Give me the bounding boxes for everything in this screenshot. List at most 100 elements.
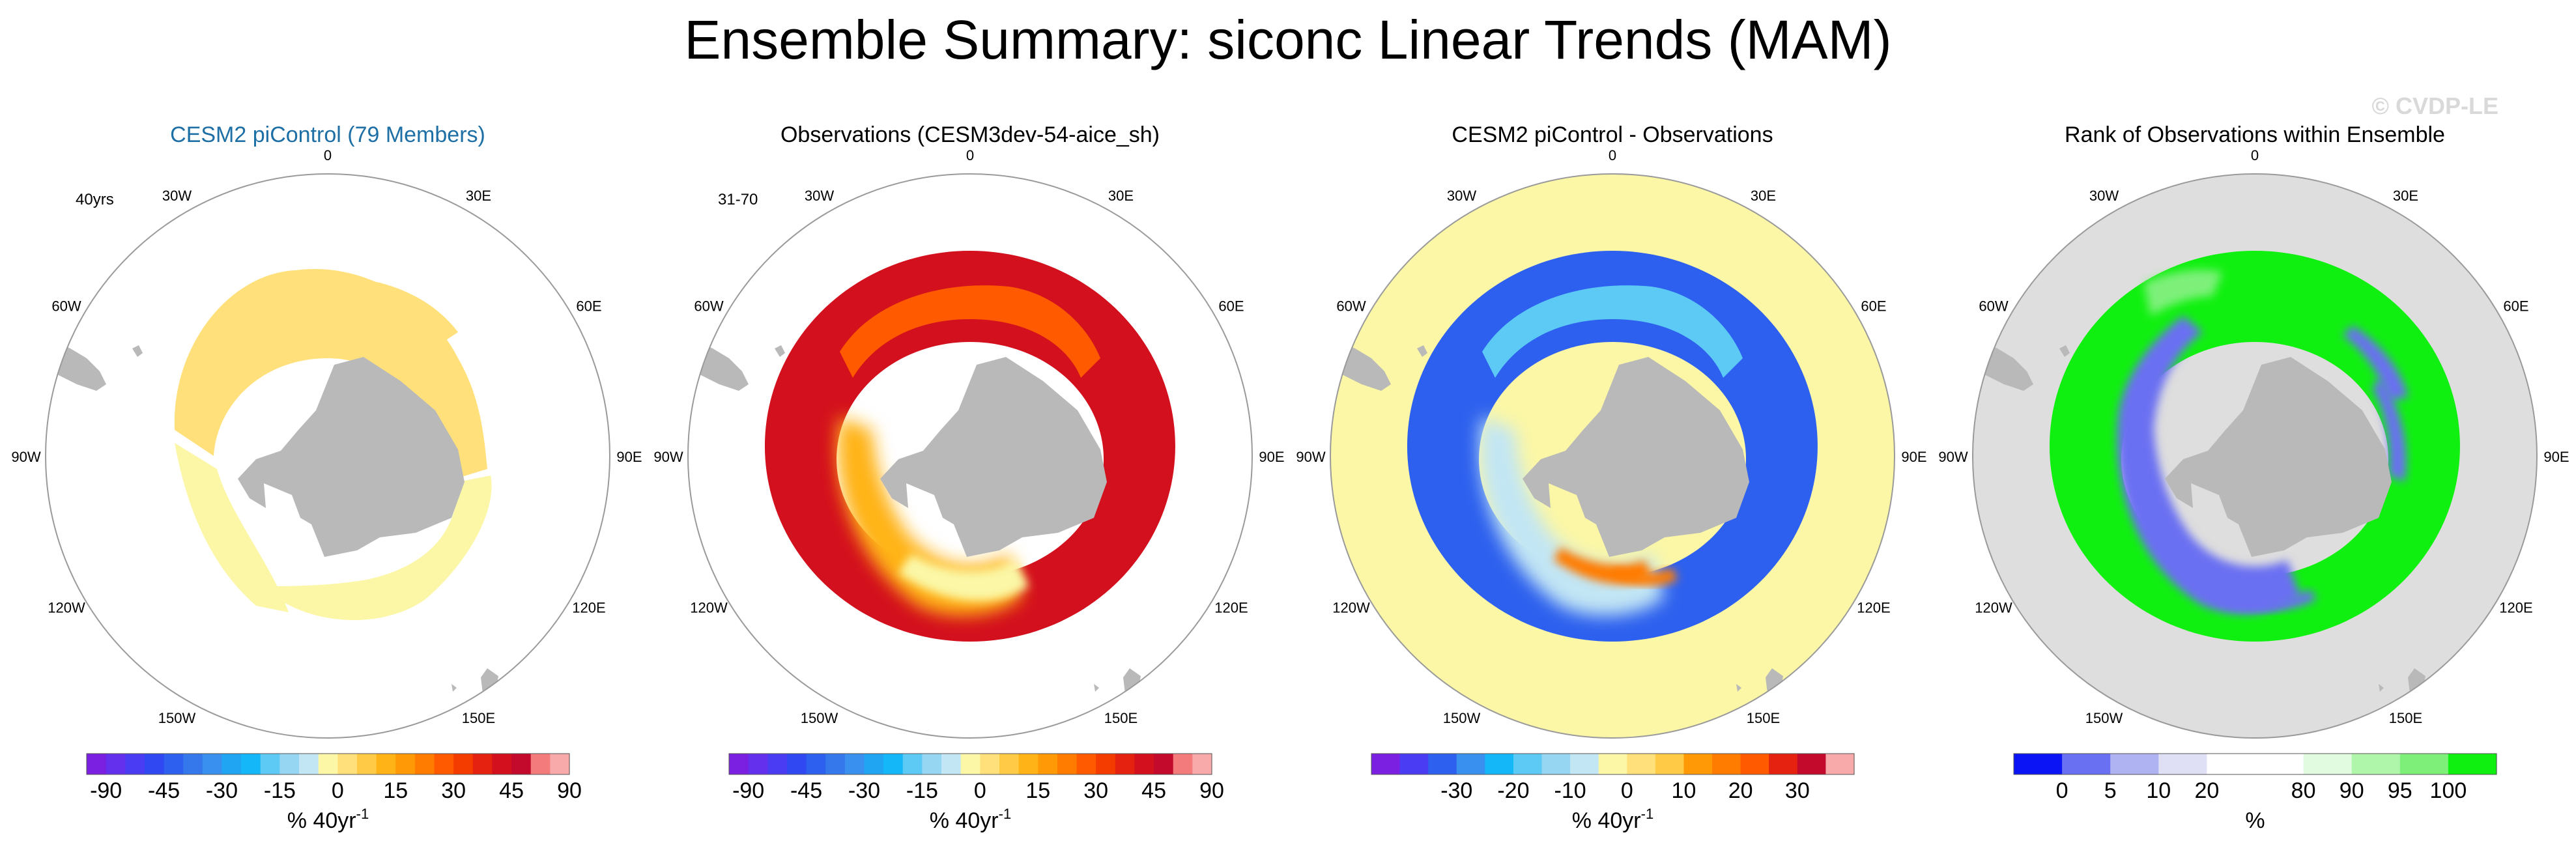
colorbar-swatch — [1018, 754, 1038, 774]
colorbar-swatch — [414, 754, 435, 774]
colorbar-swatch — [2255, 754, 2304, 774]
meridian-label: 90W — [11, 449, 40, 465]
colorbar-tick-label: 90 — [2340, 778, 2364, 803]
figure-title: Ensemble Summary: siconc Linear Trends (… — [684, 9, 1891, 70]
colorbar-swatch — [241, 754, 261, 774]
meridian-label: 30W — [805, 188, 834, 204]
meridian-label: 60W — [1979, 298, 2008, 315]
meridian-label: 90W — [653, 449, 683, 465]
panel-title: CESM2 piControl (79 Members) — [170, 122, 485, 147]
map-boundary — [1972, 173, 2538, 739]
map-panel-2: Observations (CESM3dev-54-aice_sh) 31-70 0… — [653, 122, 1284, 833]
meridian-label: 0 — [324, 147, 332, 163]
colorbar-frame — [728, 753, 1212, 775]
colorbar-swatch — [999, 754, 1020, 774]
colorbar-swatch — [279, 754, 300, 774]
sea-ice-zone — [263, 475, 492, 621]
colorbar-tick-label: 90 — [1199, 778, 1224, 803]
colorbar: -90 -45 -30 -15 0 15 30 45 90 % 40yr-1 — [86, 753, 582, 833]
colorbar-swatch — [941, 754, 962, 774]
colorbar-swatch — [1134, 754, 1154, 774]
meridian-label: 150E — [1747, 710, 1780, 726]
colorbar-tick-label: 15 — [1025, 778, 1050, 803]
meridian-label: 120W — [1975, 600, 2012, 616]
meridian-label: 30W — [2089, 188, 2119, 204]
meridian-label: 60W — [51, 298, 81, 315]
colorbar-tick-label: -30 — [1440, 778, 1472, 803]
meridian-label: 90E — [616, 449, 642, 465]
colorbar-swatch — [472, 754, 493, 774]
colorbar-swatch — [1712, 754, 1741, 774]
colorbar-swatch — [1115, 754, 1136, 774]
colorbar-tick-label: 0 — [974, 778, 986, 803]
meridian-label: 150W — [158, 710, 196, 726]
colorbar: 0 5 10 20 80 90 95 100% — [2013, 753, 2497, 833]
sea-ice-zone — [2117, 316, 2300, 614]
colorbar-tick-label: 45 — [499, 778, 524, 803]
island-landmass — [2059, 345, 2070, 357]
colorbar-swatch — [183, 754, 203, 774]
colorbar-units-exponent: -1 — [356, 806, 369, 822]
meridian-label: 150E — [2389, 710, 2422, 726]
colorbar-units: % 40yr-1 — [1572, 806, 1653, 833]
colorbar-tick-label: 80 — [2291, 778, 2316, 803]
colorbar-swatch — [2207, 754, 2256, 774]
panel-title: Observations (CESM3dev-54-aice_sh) — [780, 122, 1160, 147]
colorbar-swatch — [434, 754, 454, 774]
colorbar-swatch — [106, 754, 126, 774]
colorbar-tick-label: 15 — [383, 778, 408, 803]
colorbar-swatch — [883, 754, 904, 774]
colorbar-swatch — [844, 754, 865, 774]
colorbar-tick-label: 100 — [2430, 778, 2467, 803]
map-panel-1: CESM2 piControl (79 Members) 40yrs 0 30E 60E… — [11, 122, 642, 833]
meridian-label: 60E — [576, 298, 601, 315]
colorbar-swatch — [2158, 754, 2207, 774]
colorbar-tick-label: -15 — [264, 778, 296, 803]
antarctica-landmass — [1523, 357, 1749, 557]
antarctica-landmass — [238, 357, 465, 557]
colorbar-tick-label: 0 — [332, 778, 344, 803]
colorbar-tick-label: 30 — [1083, 778, 1108, 803]
colorbar-tick-label: 10 — [2146, 778, 2171, 803]
colorbar-swatch — [1513, 754, 1543, 774]
map-panel-3: CESM2 piControl - Observations030E60E90E… — [1296, 122, 1926, 833]
colorbar-swatch — [202, 754, 223, 774]
antarctica-landmass — [2165, 357, 2392, 557]
colorbar-swatch — [729, 754, 749, 774]
colorbar-units: % 40yr-1 — [287, 806, 369, 833]
colorbar-swatch — [299, 754, 319, 774]
meridian-label: 30W — [162, 188, 192, 204]
sea-ice-zone — [2216, 589, 2317, 611]
panel-title: Rank of Observations within Ensemble — [2065, 122, 2445, 147]
colorbar-swatch — [922, 754, 942, 774]
colorbar-swatch — [767, 754, 788, 774]
meridian-label: 0 — [1609, 147, 1616, 163]
colorbar-swatch — [550, 754, 570, 774]
meridian-label: 0 — [966, 147, 974, 163]
island-landmass — [1094, 684, 1099, 692]
colorbar-swatch — [1825, 754, 1855, 774]
meridian-label: 150W — [1443, 710, 1481, 726]
watermark: © CVDP-LE — [2371, 92, 2498, 119]
colorbar-tick-label: 20 — [2194, 778, 2219, 803]
colorbar-tick-label: 30 — [1785, 778, 1810, 803]
sea-ice-zone — [174, 268, 487, 482]
meridian-label: 60E — [1861, 298, 1886, 315]
island-landmass — [451, 684, 457, 692]
colorbar-swatch — [260, 754, 280, 774]
colorbar-tick-label: 20 — [1728, 778, 1753, 803]
colorbar-swatch — [337, 754, 358, 774]
colorbar-swatch — [530, 754, 551, 774]
sea-ice-zone — [837, 417, 1022, 616]
colorbar-swatch — [2448, 754, 2497, 774]
colorbar-tick-label: 90 — [557, 778, 582, 803]
colorbar-swatch — [1627, 754, 1656, 774]
colorbar-swatch — [960, 754, 980, 774]
meridian-label: 120E — [1214, 600, 1248, 616]
colorbar-swatch — [492, 754, 512, 774]
colorbar-tick-label: 95 — [2388, 778, 2412, 803]
meridian-label: 30E — [1751, 188, 1776, 204]
meridian-label: 30E — [2393, 188, 2418, 204]
colorbar-swatch — [1485, 754, 1514, 774]
sea-ice-zone — [2372, 378, 2407, 482]
